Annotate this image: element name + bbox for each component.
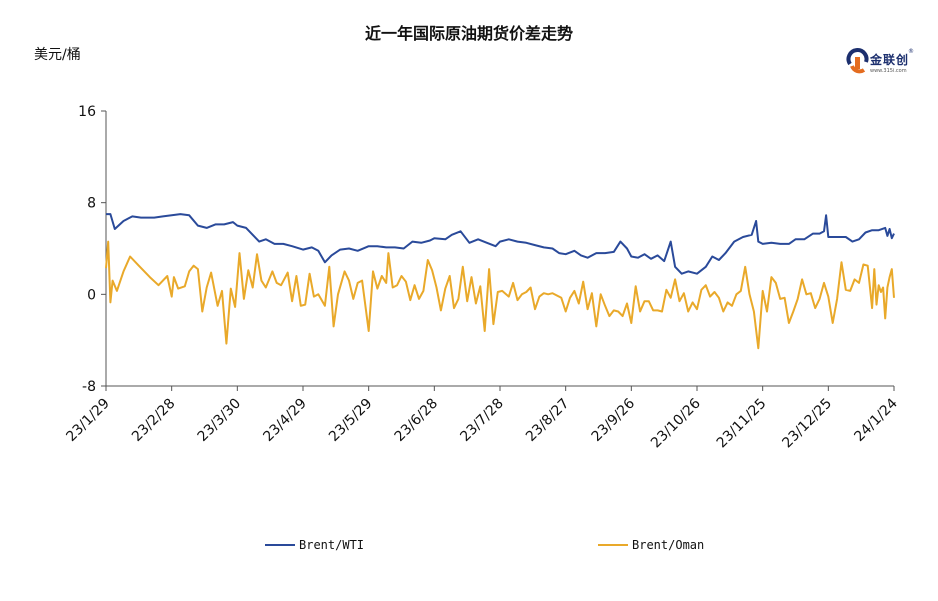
legend-label-brent-oman: Brent/Oman	[632, 538, 705, 552]
y-tick-label: 0	[87, 287, 96, 303]
y-axis-unit-label: 美元/桶	[34, 47, 81, 63]
brand-logo: 金联创 ® www.315i.com	[846, 48, 914, 80]
x-tick-label: 24/1/24	[851, 395, 901, 445]
logo-mark-icon	[846, 48, 869, 74]
logo-subtext: www.315i.com	[870, 68, 907, 74]
legend-item-brent-oman: Brent/Oman	[598, 537, 704, 553]
x-tick-label: 23/10/26	[648, 395, 704, 451]
x-tick-label: 23/11/25	[714, 396, 770, 452]
legend-item-brent-wti: Brent/WTI	[265, 537, 364, 553]
logo-text: 金联创	[870, 53, 910, 67]
y-tick-label: -8	[82, 379, 96, 395]
x-tick-label: 23/1/29	[63, 396, 112, 445]
chart-title: 近一年国际原油期货价差走势	[364, 24, 573, 43]
legend-swatch-brent-wti	[265, 544, 295, 546]
x-tick-label: 23/6/28	[392, 396, 441, 445]
x-tick-label: 23/3/30	[195, 396, 244, 445]
x-tick-label: 23/9/26	[589, 395, 639, 445]
series-line-brent-wti	[106, 213, 895, 275]
x-tick-label: 23/5/29	[326, 396, 375, 445]
y-tick-label: 8	[87, 196, 96, 212]
x-tick-label: 23/4/29	[260, 396, 309, 445]
x-tick-label: 23/2/28	[129, 396, 178, 445]
x-tick-label: 23/12/25	[779, 396, 835, 452]
y-tick-label: 16	[78, 104, 96, 120]
x-tick-label: 23/8/27	[523, 396, 572, 445]
legend-swatch-brent-oman	[598, 544, 628, 546]
x-tick-label: 23/7/28	[457, 396, 506, 445]
legend-label-brent-wti: Brent/WTI	[299, 538, 365, 552]
series-line-brent-oman	[105, 240, 895, 350]
logo-registered-mark: ®	[908, 48, 914, 55]
